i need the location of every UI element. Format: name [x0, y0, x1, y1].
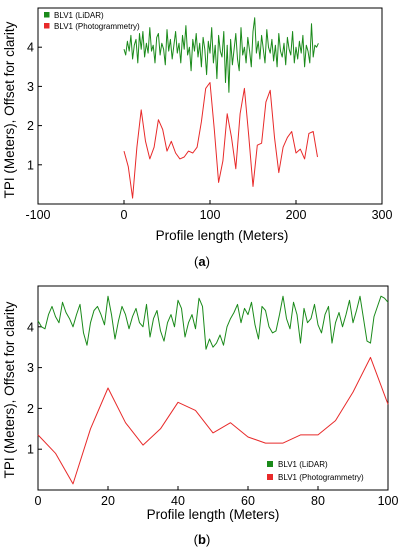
- x-axis-label-a: Profile length (Meters): [156, 228, 289, 243]
- x-tick-label-a: 200: [286, 208, 307, 222]
- y-axis-label-b: TPI (Meters), Offset for clarity: [2, 301, 17, 478]
- legend-label-photogrammetry-a: BLV1 (Photogrammetry): [54, 22, 140, 31]
- plot-frame-a: [37, 7, 383, 205]
- x-tick-label-b: 40: [171, 494, 185, 508]
- series-line-photogrammetry-a: [123, 82, 318, 199]
- legend-swatch-photogrammetry-a: [44, 23, 50, 29]
- legend-swatch-photogrammetry-b: [267, 474, 273, 480]
- x-tick-label-a: 0: [121, 208, 128, 222]
- series-lines-a: [123, 17, 319, 199]
- legend-b: BLV1 (LiDAR) BLV1 (Photogrammetry): [267, 460, 364, 482]
- legend-a: BLV1 (LiDAR) BLV1 (Photogrammetry): [44, 11, 140, 31]
- series-line-lidar-a: [123, 17, 319, 93]
- axis-ticks-a: -100 0 100 200 300 1 2 3 4: [25, 41, 392, 222]
- legend-label-lidar-b: BLV1 (LiDAR): [278, 460, 328, 469]
- series-line-lidar-b: [37, 295, 389, 350]
- x-tick-label-b: 60: [241, 494, 255, 508]
- legend-label-lidar-a: BLV1 (LiDAR): [54, 11, 104, 20]
- legend-swatch-lidar-b: [267, 461, 273, 467]
- y-axis-label-a: TPI (Meters), Offset for clarity: [2, 21, 17, 198]
- series-lines-b: [37, 295, 389, 485]
- caption-a: (a): [194, 254, 210, 269]
- x-tick-label-a: 100: [200, 208, 221, 222]
- plot-frame-b: [37, 285, 389, 491]
- legend-swatch-lidar-a: [44, 12, 50, 18]
- x-tick-label-b: 20: [101, 494, 115, 508]
- caption-b: (b): [194, 532, 211, 547]
- legend-label-photogrammetry-b: BLV1 (Photogrammetry): [278, 473, 364, 482]
- x-axis-label-b: Profile length (Meters): [147, 507, 280, 522]
- x-tick-label-b: 100: [378, 494, 399, 508]
- y-tick-label-a: 2: [27, 119, 34, 133]
- y-tick-label-b: 3: [27, 361, 34, 375]
- series-line-photogrammetry-b: [37, 356, 389, 485]
- y-tick-label-a: 4: [27, 41, 34, 55]
- x-tick-label-a: -100: [25, 208, 50, 222]
- x-tick-label-b: 0: [35, 494, 42, 508]
- x-tick-label-b: 80: [311, 494, 325, 508]
- axis-ticks-b: 0 20 40 60 80 100 1 2 3 4: [27, 320, 398, 508]
- x-tick-label-a: 300: [372, 208, 393, 222]
- panel-b: 0 20 40 60 80 100 1 2 3 4 BLV1 (LiDAR) BLV1 (Phot…: [2, 285, 398, 547]
- panel-a: -100 0 100 200 300 1 2 3 4 BLV1 (LiDAR) BLV1 (Ph…: [2, 7, 392, 269]
- y-tick-label-a: 3: [27, 80, 34, 94]
- y-tick-label-b: 2: [27, 402, 34, 416]
- y-tick-label-b: 1: [27, 443, 34, 457]
- y-tick-label-b: 4: [27, 320, 34, 334]
- y-tick-label-a: 1: [27, 158, 34, 172]
